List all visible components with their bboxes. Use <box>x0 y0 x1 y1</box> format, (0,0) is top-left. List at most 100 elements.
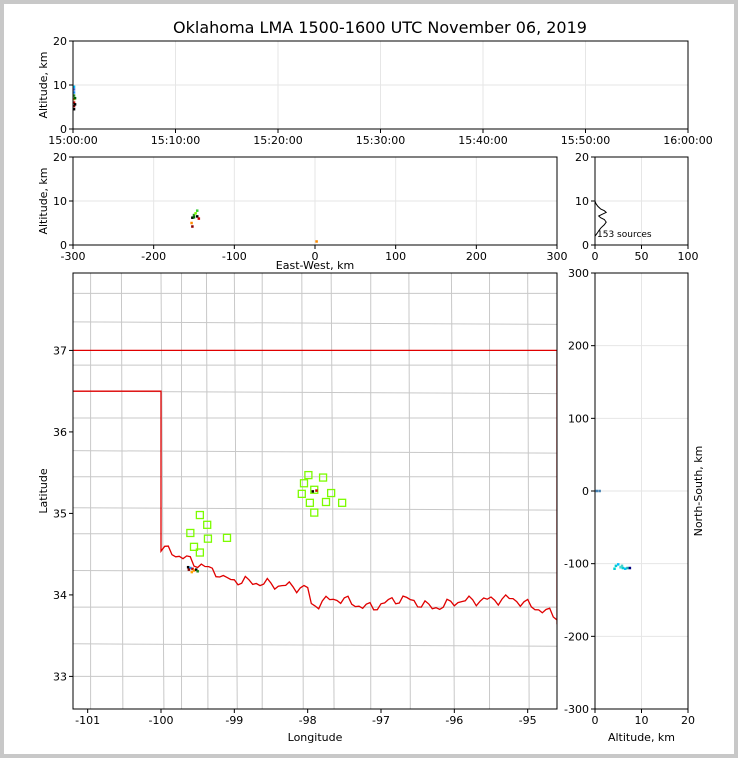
altitude_ns-xtick-label: 0 <box>592 714 599 727</box>
ew_altitude-ytick-label: 0 <box>60 239 67 252</box>
ew-altitude-point <box>190 221 193 225</box>
altitude-ns-point <box>617 563 620 566</box>
time_altitude-ytick-label: 10 <box>53 79 67 92</box>
time-altitude-point <box>72 104 76 108</box>
altitude_ns-ytick-label: 300 <box>568 267 589 280</box>
lma-station-marker <box>337 498 347 507</box>
county-line <box>120 273 124 709</box>
lma-station-marker <box>305 498 315 507</box>
time_altitude-xtick-label: 15:50:00 <box>561 134 610 147</box>
altitude-ns-ylabel: North-South, km <box>692 446 705 537</box>
time-altitude-point <box>72 94 76 97</box>
time-altitude-point <box>72 85 76 89</box>
plan_view-ytick-label: 33 <box>53 670 67 683</box>
lma-station-marker <box>321 497 331 507</box>
altitude-ns-point <box>628 566 632 570</box>
plan-view-xlabel: Longitude <box>288 731 343 744</box>
county-line <box>73 643 557 647</box>
time_altitude-xtick-label: 15:00:00 <box>48 134 97 147</box>
county-line <box>527 273 530 709</box>
ew_altitude-xtick-label: -100 <box>222 250 247 263</box>
altitude-ns-point <box>620 564 624 568</box>
county-line <box>73 321 557 325</box>
altitude-ns-point <box>595 489 599 493</box>
time_altitude-ytick-label: 20 <box>53 35 67 48</box>
ew_altitude-xtick-label: 300 <box>547 250 568 263</box>
lma-figure: Oklahoma LMA 1500-1600 UTC November 06, … <box>37 18 713 744</box>
time_altitude-xtick-label: 15:10:00 <box>151 134 200 147</box>
county-line <box>73 569 557 574</box>
lma-station-marker <box>297 489 306 499</box>
lma-station-marker <box>299 479 309 488</box>
plan_view-xtick-label: -96 <box>445 714 463 727</box>
county-lines <box>73 273 557 709</box>
plan_view-xtick-label: -100 <box>149 714 174 727</box>
altitude-ns-point <box>626 566 629 570</box>
ew-altitude-point <box>195 209 199 212</box>
time_altitude-frame <box>72 40 689 130</box>
plan_view-xtick-label: -99 <box>225 714 243 727</box>
ew_altitude-xtick-label: 0 <box>312 250 319 263</box>
plan-view-ylabel: Latitude <box>37 468 50 514</box>
ew_altitude-ytick-label: 20 <box>53 151 67 164</box>
lma-station-marker <box>195 510 205 520</box>
ew-altitude-point <box>195 215 199 218</box>
ew-altitude-point <box>194 212 197 215</box>
time-altitude-point <box>72 107 76 111</box>
oklahoma-state-border <box>73 349 557 625</box>
altitude_histogram-ytick-label: 0 <box>582 239 589 252</box>
plan_view-xtick-label: -97 <box>372 714 390 727</box>
lma-station-marker <box>203 520 212 529</box>
altitude-ns-xlabel: Altitude, km <box>608 731 675 744</box>
altitude_ns-ytick-label: -300 <box>564 703 589 716</box>
altitude_histogram-frame <box>594 156 689 246</box>
time_altitude-ytick-label: 0 <box>60 123 67 136</box>
altitude_histogram-ytick-label: 10 <box>575 195 589 208</box>
lma-station-marker <box>304 470 313 480</box>
time_altitude-xtick-label: 15:20:00 <box>253 134 302 147</box>
time-altitude-point <box>72 88 76 91</box>
altitude-ns-point <box>621 566 625 570</box>
ew_altitude-xtick-label: -200 <box>141 250 166 263</box>
lma-station-marker <box>189 542 199 551</box>
altitude-ns-point <box>598 489 601 493</box>
ew-altitude-point <box>197 217 201 220</box>
altitude_ns-ytick-label: -100 <box>564 558 589 571</box>
altitude-ns-point <box>613 567 616 571</box>
plan-view-source-point <box>194 568 198 571</box>
figure-title: Oklahoma LMA 1500-1600 UTC November 06, … <box>173 18 587 37</box>
altitude-ns-point <box>623 567 627 571</box>
lma-station-marker <box>203 534 213 543</box>
plan_view-ytick-label: 36 <box>53 426 67 439</box>
county-line <box>205 273 209 709</box>
plan_view-ytick-label: 35 <box>53 507 67 520</box>
lma-station-marker <box>195 548 205 557</box>
ew-altitude-point <box>191 216 194 219</box>
altitude_ns-ytick-label: -200 <box>564 630 589 643</box>
altitude_ns-ytick-label: 200 <box>568 340 589 353</box>
altitude_ns-xtick-label: 20 <box>681 714 695 727</box>
altitude_histogram-xtick-label: 100 <box>678 250 699 263</box>
ew-altitude-point <box>191 225 194 228</box>
county-line <box>408 273 411 709</box>
plan-view-source-point <box>186 565 190 569</box>
time-altitude-point <box>72 91 76 94</box>
lma-station-marker <box>326 488 336 498</box>
ew-altitude-point <box>192 216 196 219</box>
time-altitude-point <box>72 101 76 104</box>
ew_altitude-xtick-label: 100 <box>385 250 406 263</box>
ew_altitude-frame <box>72 156 558 246</box>
time_altitude-xtick-label: 15:30:00 <box>356 134 405 147</box>
plan_view-ytick-label: 37 <box>53 344 67 357</box>
time_altitude-xtick-label: 15:40:00 <box>458 134 507 147</box>
ew-altitude-xlabel: East-West, km <box>276 259 354 272</box>
altitude_ns-ytick-label: 100 <box>568 412 589 425</box>
altitude-histogram-line <box>594 200 608 237</box>
county-line <box>73 450 557 454</box>
altitude_ns-frame <box>594 272 689 710</box>
lma-station-marker <box>186 528 195 538</box>
figure-canvas: Oklahoma LMA 1500-1600 UTC November 06, … <box>4 4 734 754</box>
time_altitude-xtick-label: 16:00:00 <box>663 134 712 147</box>
county-line <box>330 273 335 709</box>
plan_view-frame <box>72 272 558 710</box>
